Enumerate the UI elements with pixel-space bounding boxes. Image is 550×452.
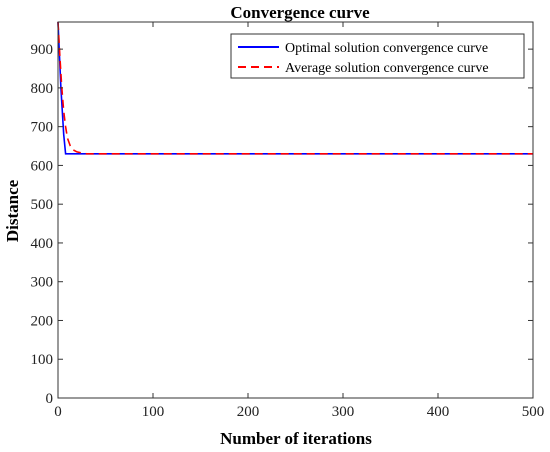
plot-frame (57, 21, 534, 399)
plot-lines (57, 21, 533, 155)
y-tick-label: 100 (31, 352, 54, 368)
x-tick-label: 400 (427, 404, 450, 420)
y-tick-label: 200 (31, 313, 54, 329)
y-tick-label: 600 (31, 158, 54, 174)
legend-label-optimal: Optimal solution convergence curve (285, 41, 488, 56)
x-axis-label: Number of iterations (220, 429, 372, 448)
series-line-average (57, 21, 533, 155)
y-tick-label: 500 (31, 197, 54, 213)
chart-title: Convergence curve (230, 3, 370, 22)
x-tick-label: 100 (142, 404, 165, 420)
legend-label-average: Average solution convergence curve (285, 61, 489, 76)
y-tick-label: 900 (31, 42, 54, 58)
legend: Optimal solution convergence curve Avera… (230, 33, 525, 79)
legend-box (230, 33, 525, 79)
y-tick-label: 800 (31, 81, 54, 97)
y-tick-label: 400 (31, 236, 54, 252)
y-tick-label: 700 (31, 120, 54, 136)
x-axis-ticks: 0 100 200 300 400 500 (54, 22, 544, 420)
y-tick-label: 0 (46, 391, 54, 407)
x-tick-label: 200 (237, 404, 260, 420)
x-tick-label: 300 (332, 404, 355, 420)
x-tick-label: 500 (522, 404, 545, 420)
y-tick-label: 300 (31, 275, 54, 291)
y-axis-ticks: 0 100 200 300 400 500 600 700 800 900 (31, 42, 533, 407)
x-tick-label: 0 (54, 404, 62, 420)
y-axis-label: Distance (3, 179, 22, 242)
